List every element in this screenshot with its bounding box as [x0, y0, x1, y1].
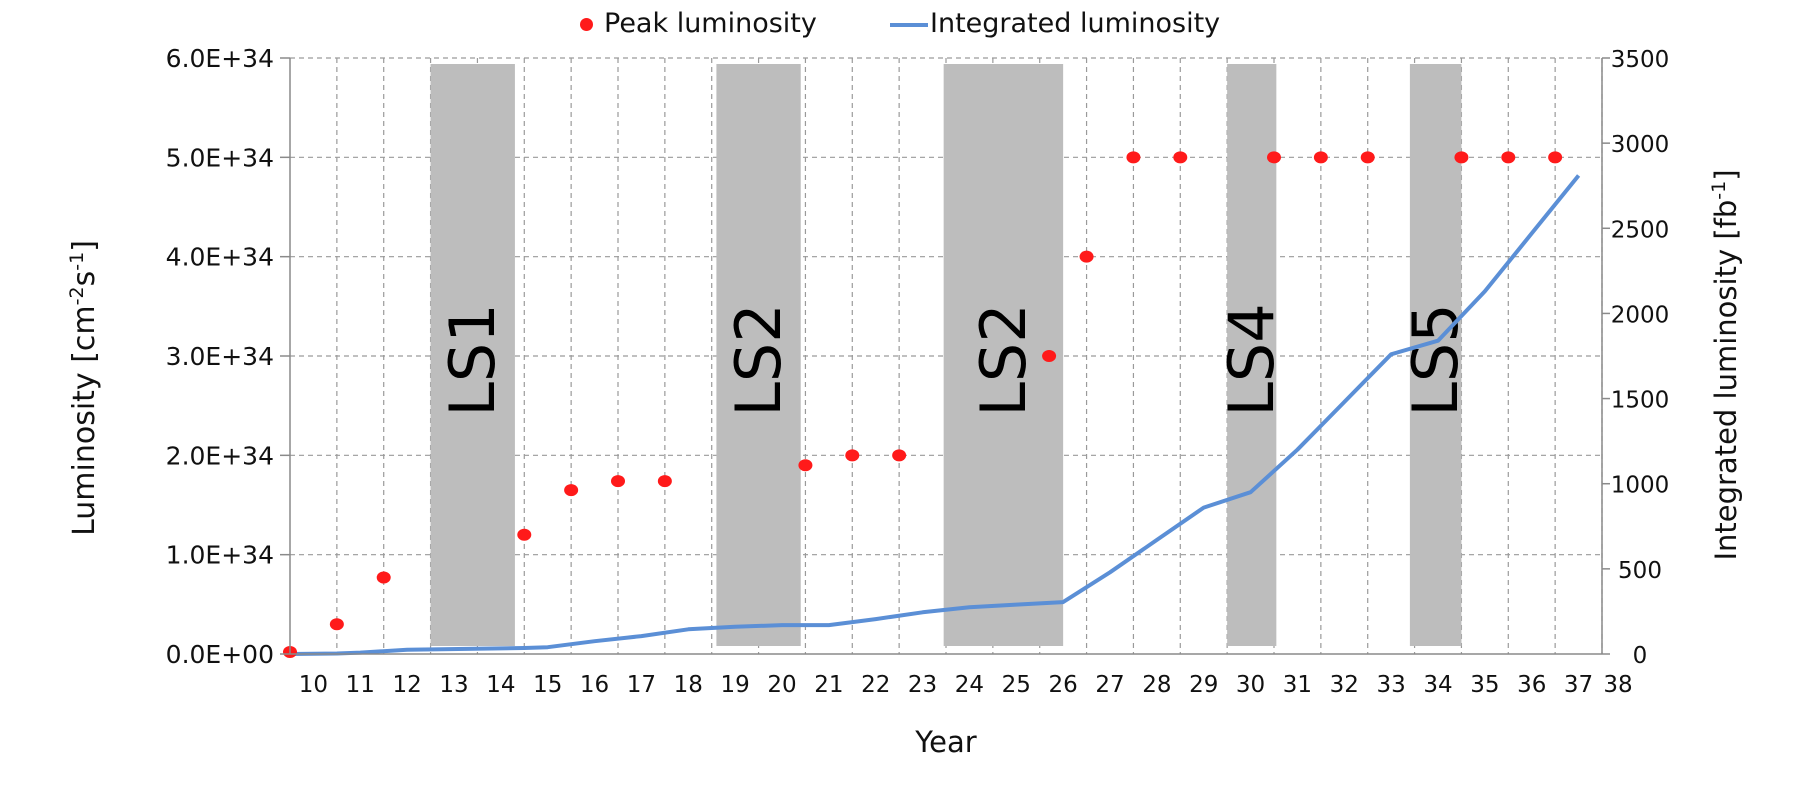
x-axis-tick-label: 20: [767, 672, 796, 698]
left-axis-title: Luminosity [cm-2s-1]: [66, 240, 102, 536]
x-axis-tick-label: 29: [1189, 672, 1218, 698]
x-axis-tick-label: 26: [1049, 672, 1078, 698]
x-axis-tick-label: 18: [674, 672, 703, 698]
right-axis-tick-label: 3000: [1611, 132, 1670, 158]
x-axis-tick-label: 37: [1564, 672, 1593, 698]
right-axis-tick-label: 500: [1618, 558, 1662, 584]
left-axis-tick-label: 6.0E+34: [166, 44, 274, 73]
left-axis-tick-label: 1.0E+34: [166, 541, 274, 570]
x-axis-tick-label: 34: [1423, 672, 1452, 698]
left-axis-tick-label: 0.0E+00: [166, 640, 274, 669]
x-axis-tick-label: 27: [1095, 672, 1124, 698]
integrated-luminosity-line: [289, 174, 1581, 656]
legend-label-peak: Peak luminosity: [604, 8, 817, 39]
left-axis-tick-label: 2.0E+34: [166, 441, 274, 470]
x-axis-tick-label: 22: [861, 672, 890, 698]
x-axis-tick-label: 14: [486, 672, 515, 698]
peak-luminosity-point: [1360, 151, 1375, 164]
x-axis-tick-label: 13: [439, 672, 468, 698]
right-axis-tick-label: 2000: [1611, 302, 1670, 328]
x-axis-tick-label: 10: [299, 672, 328, 698]
shutdown-band: [1409, 64, 1462, 646]
left-axis-tick-label: 5.0E+34: [166, 143, 274, 172]
right-axis-tick-label: 0: [1633, 643, 1648, 669]
peak-luminosity-point: [517, 528, 532, 541]
peak-luminosity-point: [1079, 250, 1094, 263]
peak-luminosity-point: [892, 449, 907, 462]
peak-luminosity-point: [1173, 151, 1188, 164]
x-axis-tick-label: 12: [393, 672, 422, 698]
right-axis-tick-label: 3500: [1611, 47, 1670, 73]
legend-marker-integrated: [890, 23, 928, 27]
x-axis-tick-label: 30: [1236, 672, 1265, 698]
x-axis-tick-label: 24: [955, 672, 984, 698]
x-axis-tick-label: 32: [1330, 672, 1359, 698]
x-axis-tick-label: 31: [1283, 672, 1312, 698]
x-axis-tick-label: 23: [908, 672, 937, 698]
peak-luminosity-point: [657, 475, 672, 488]
peak-luminosity-point: [329, 618, 344, 631]
x-axis-tick-label: 19: [721, 672, 750, 698]
shutdown-label: LS5: [1399, 303, 1472, 416]
peak-luminosity-point: [798, 459, 813, 472]
left-axis-tick-label: 3.0E+34: [166, 342, 274, 371]
peak-luminosity-point: [1042, 350, 1057, 362]
x-axis-tick-label: 17: [627, 672, 656, 698]
x-axis-tick-label: 15: [533, 672, 562, 698]
shutdown-band: [1227, 64, 1277, 646]
x-axis-tick-label: 25: [1002, 672, 1031, 698]
shutdown-band: [430, 64, 515, 646]
right-axis-title: Integrated luminosity [fb-1]: [1708, 169, 1743, 560]
peak-luminosity-point: [1454, 151, 1469, 164]
x-axis-tick-label: 38: [1603, 672, 1632, 698]
legend-label-integrated: Integrated luminosity: [930, 8, 1221, 39]
x-axis-tick-label: 21: [814, 672, 843, 698]
x-axis-tick-label: 11: [346, 672, 375, 698]
x-axis-title: Year: [914, 725, 976, 759]
x-axis-tick-label: 33: [1377, 672, 1406, 698]
x-axis-tick-label: 28: [1142, 672, 1171, 698]
right-axis-tick-label: 1000: [1611, 473, 1670, 499]
peak-luminosity-point: [1126, 151, 1141, 164]
peak-luminosity-point: [1548, 151, 1563, 164]
x-axis-tick-label: 36: [1517, 672, 1546, 698]
right-axis-tick-label: 2500: [1611, 217, 1670, 243]
left-axis-tick-label: 4.0E+34: [166, 243, 274, 272]
shutdown-band: [716, 64, 801, 646]
x-axis-tick-label: 16: [580, 672, 609, 698]
peak-luminosity-point: [1313, 151, 1328, 164]
legend-marker-peak: [580, 18, 593, 31]
peak-luminosity-point: [611, 475, 625, 488]
peak-luminosity-point: [1267, 151, 1281, 164]
shutdown-label: LS2: [722, 303, 795, 416]
shutdown-label: LS2: [967, 303, 1040, 416]
shutdown-label: LS4: [1215, 303, 1288, 416]
x-axis-tick-label: 35: [1470, 672, 1499, 698]
peak-luminosity-point: [376, 571, 391, 584]
peak-luminosity-point: [845, 449, 860, 462]
right-axis-tick-label: 1500: [1611, 388, 1670, 414]
legend: Peak luminosity Integrated luminosity: [0, 4, 1806, 44]
peak-luminosity-point: [1501, 151, 1516, 164]
shutdown-label: LS1: [436, 303, 509, 416]
peak-luminosity-point: [564, 484, 579, 497]
